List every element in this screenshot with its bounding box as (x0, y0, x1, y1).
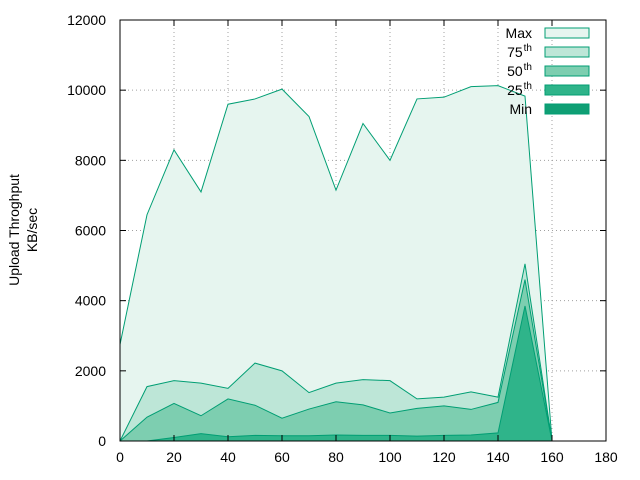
legend-label: Min (509, 101, 532, 117)
y-tick-label: 12000 (67, 12, 106, 28)
legend-swatch (544, 84, 590, 96)
y-axis-title-line-1: Upload Throghput (6, 174, 22, 286)
y-axis-title-line-2: KB/sec (24, 208, 40, 252)
y-axis-title: Upload Throghput KB/sec (6, 174, 40, 286)
x-tick-label: 100 (378, 449, 402, 465)
y-tick-label: 4000 (75, 293, 106, 309)
x-tick-label: 120 (432, 449, 456, 465)
legend-item-25th: 25th (507, 81, 590, 98)
legend: Max 75th 50th 25th Min (506, 25, 590, 117)
legend-swatch (544, 103, 590, 115)
legend-item-min: Min (509, 101, 590, 117)
x-tick-label: 60 (274, 449, 290, 465)
legend-label: Max (506, 25, 532, 41)
legend-label: 25th (507, 81, 532, 98)
line-series-50th (119, 279, 553, 442)
y-tick-label: 2000 (75, 363, 106, 379)
y-tick-label: 0 (98, 433, 106, 449)
x-tick-label: 160 (540, 449, 564, 465)
x-tick-label: 40 (220, 449, 236, 465)
legend-label: 50th (507, 62, 532, 79)
x-tick-label: 0 (116, 449, 124, 465)
area-series-25th (120, 305, 552, 441)
legend-swatch (544, 65, 590, 77)
legend-swatch (544, 27, 590, 39)
line-series-75th (119, 263, 553, 442)
x-tick-label: 20 (166, 449, 182, 465)
y-tick-label: 6000 (75, 223, 106, 239)
tick-layer: 0 20 40 60 80 100 120 140 160 180 0 2000 4000 6000 800… (67, 12, 618, 465)
x-tick-label: 80 (328, 449, 344, 465)
y-tick-label: 10000 (67, 82, 106, 98)
area-series-50th (120, 279, 552, 441)
legend-item-max: Max (506, 25, 590, 41)
area-layer (119, 85, 553, 442)
legend-swatch (544, 46, 590, 58)
x-tick-label: 180 (594, 449, 618, 465)
area-series-max (120, 85, 552, 441)
y-tick-label: 8000 (75, 152, 106, 168)
legend-label: 75th (507, 43, 532, 60)
line-series-max (119, 85, 553, 442)
legend-item-50th: 50th (507, 62, 590, 79)
legend-item-75th: 75th (507, 43, 590, 60)
x-tick-label: 140 (486, 449, 510, 465)
area-series-75th (120, 263, 552, 441)
